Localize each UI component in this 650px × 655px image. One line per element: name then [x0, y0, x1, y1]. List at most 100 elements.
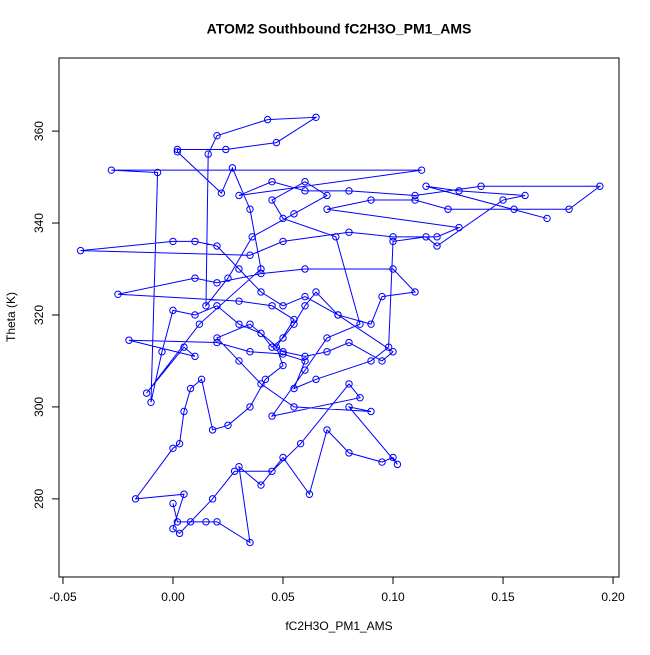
data-point [213, 279, 221, 287]
data-point [107, 166, 116, 174]
data-point [153, 168, 162, 177]
data-point [186, 518, 195, 526]
data-point [279, 237, 287, 246]
data-point [417, 166, 426, 174]
data-point [257, 380, 265, 388]
data-point [543, 214, 551, 223]
x-tick-label: -0.05 [49, 590, 77, 604]
data-point [257, 329, 265, 338]
data-point [356, 320, 364, 328]
y-tick-label: 300 [32, 397, 46, 417]
data-point [411, 191, 419, 200]
data-point [222, 145, 230, 154]
data-point [125, 336, 133, 344]
data-point [175, 529, 184, 538]
data-point [378, 357, 386, 365]
data-point [263, 115, 272, 124]
data-point [272, 138, 281, 147]
data-point [191, 311, 199, 319]
data-point [389, 233, 397, 241]
data-point [301, 302, 309, 310]
data-point [235, 191, 243, 200]
data-point [230, 467, 239, 475]
data-point [257, 269, 265, 278]
data-point [389, 265, 397, 273]
data-point [279, 334, 287, 342]
data-point [268, 343, 276, 351]
data-point [565, 205, 573, 213]
data-point [301, 187, 309, 195]
y-axis-label: Theta (K) [4, 292, 18, 342]
data-point [208, 495, 217, 503]
data-point [202, 302, 210, 310]
data-point [455, 223, 463, 232]
data-point [345, 228, 353, 236]
data-point [169, 444, 177, 452]
data-point [290, 403, 298, 411]
data-point [323, 348, 331, 356]
data-point [510, 205, 518, 213]
data-point [367, 320, 375, 328]
data-point [268, 177, 276, 186]
data-point [235, 462, 243, 471]
x-tick-label: 0.05 [271, 590, 295, 604]
data-point [378, 458, 386, 466]
data-point [455, 187, 463, 195]
data-point [301, 292, 309, 301]
y-tick-label: 360 [32, 121, 46, 141]
data-point [345, 187, 353, 195]
data-point [312, 113, 320, 122]
data-point [301, 357, 309, 365]
data-point [191, 237, 199, 246]
data-point [186, 384, 195, 393]
chart-title: ATOM2 Southbound fC2H3O_PM1_AMS [207, 21, 472, 37]
data-point [213, 131, 221, 140]
data-point [279, 350, 287, 358]
data-point [224, 274, 232, 282]
data-point [175, 439, 184, 448]
data-point [301, 177, 309, 186]
data-point [312, 375, 320, 384]
data-point [169, 525, 177, 533]
data-point [257, 265, 265, 273]
data-point [290, 320, 298, 328]
data-point [180, 490, 188, 498]
data-point [213, 242, 221, 250]
data-point [334, 311, 342, 319]
data-point [345, 338, 353, 347]
data-point [411, 196, 419, 204]
data-point [191, 274, 199, 282]
data-point [114, 290, 122, 298]
data-point [393, 460, 402, 469]
data-point [202, 518, 210, 526]
data-point [246, 205, 254, 213]
data-point [246, 251, 254, 259]
x-tick-label: 0.10 [381, 590, 405, 604]
data-point [235, 320, 243, 328]
data-point [422, 182, 430, 190]
data-point [356, 394, 364, 402]
data-point [235, 297, 243, 305]
data-point [411, 288, 419, 296]
x-axis-label: fC2H3O_PM1_AMS [285, 619, 392, 633]
data-point [173, 145, 182, 154]
data-point [235, 265, 243, 273]
data-point [180, 343, 188, 351]
data-point [131, 495, 140, 503]
data-point [246, 403, 254, 411]
data-point [499, 196, 507, 204]
data-point [596, 182, 604, 190]
x-tick-label: 0.20 [601, 590, 625, 604]
data-point [158, 348, 166, 356]
data-point [378, 292, 386, 301]
data-point [433, 233, 441, 241]
data-point [197, 375, 206, 384]
data-point [323, 426, 331, 434]
data-point [180, 407, 188, 416]
data-point [279, 214, 287, 223]
data-point [389, 237, 397, 246]
data-point [290, 210, 298, 218]
data-point [345, 449, 353, 457]
data-point [367, 196, 375, 204]
data-point [169, 499, 177, 508]
